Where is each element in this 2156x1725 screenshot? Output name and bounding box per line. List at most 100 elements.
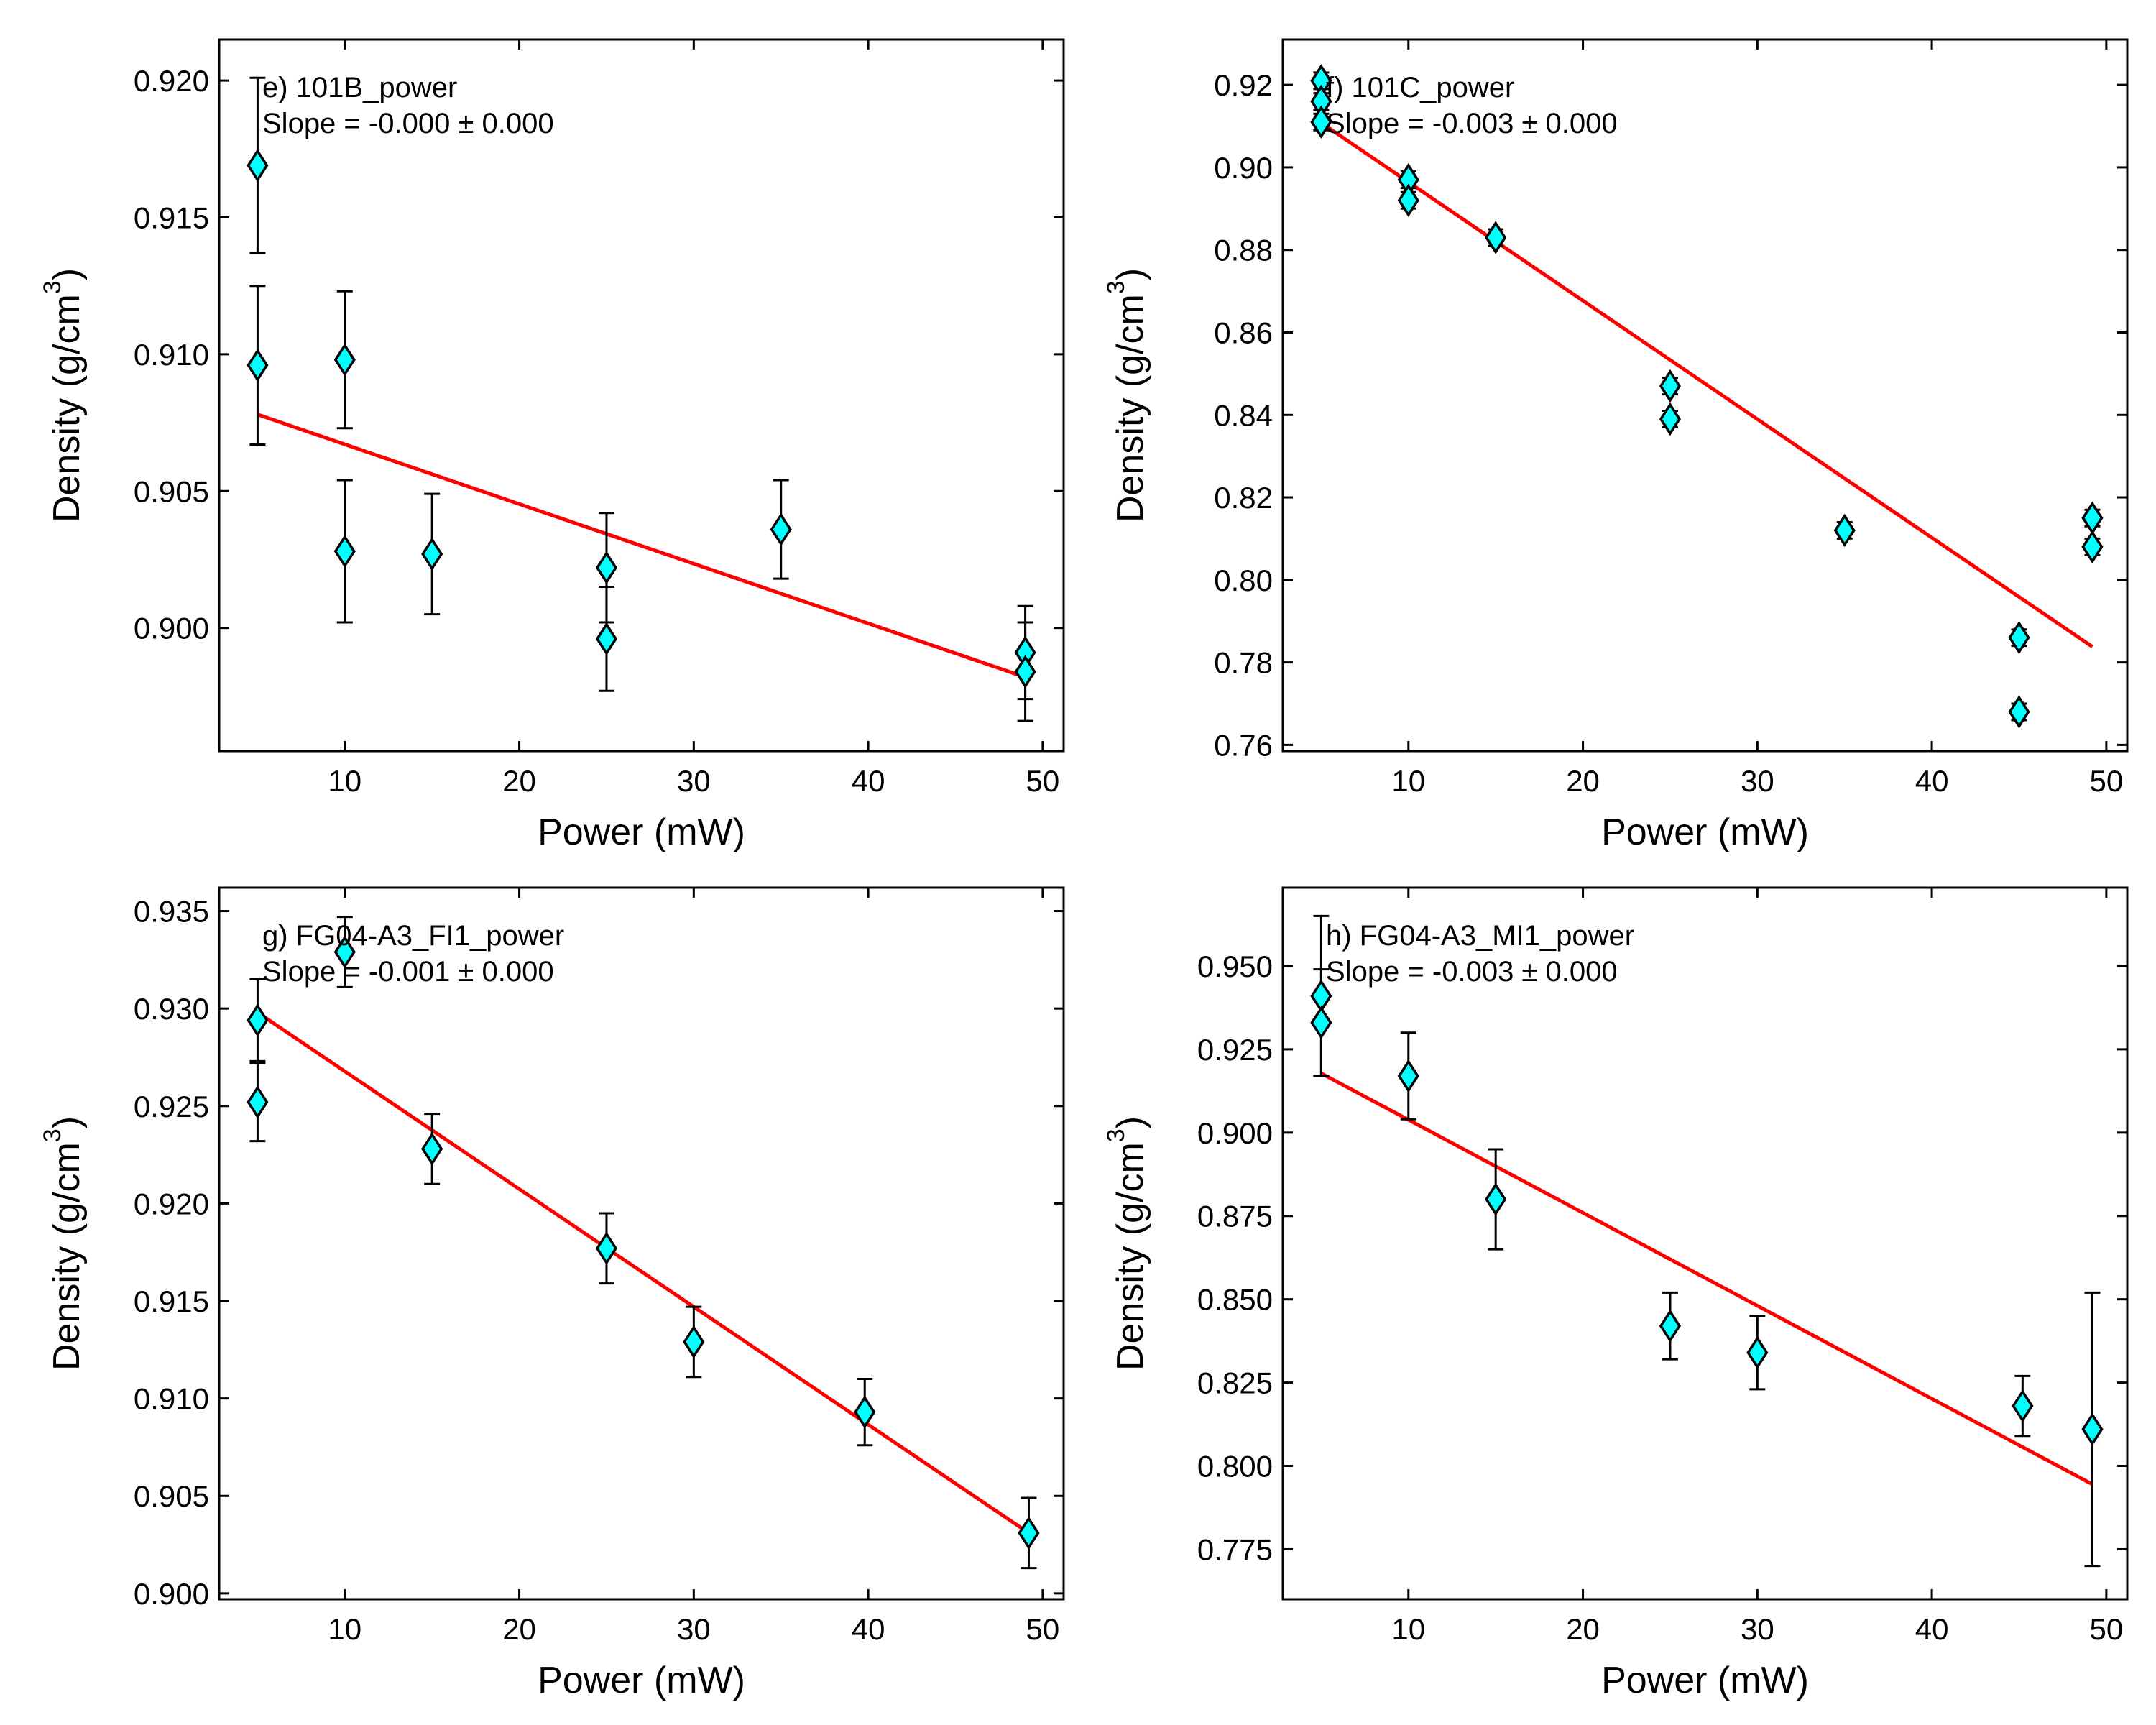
data-point-marker	[683, 1325, 705, 1359]
data-point-marker	[1485, 1182, 1507, 1216]
x-axis-label: Power (mW)	[538, 1660, 745, 1701]
data-point-marker	[1659, 369, 1682, 403]
y-tick-label: 0.915	[134, 1284, 209, 1318]
y-tick-label: 0.925	[134, 1090, 209, 1123]
data-point-marker	[247, 148, 269, 183]
y-axis-label-close: )	[1110, 268, 1151, 280]
y-tick-label: 0.86	[1214, 316, 1273, 349]
data-point-marker	[247, 1003, 269, 1037]
y-tick-label: 0.905	[134, 474, 209, 508]
y-axis-label-superscript: 3	[1102, 280, 1130, 294]
slope-annotation: Slope = -0.003 ± 0.000	[1326, 108, 1618, 139]
plot-frame	[218, 38, 1065, 753]
y-tick-label: 0.905	[134, 1479, 209, 1513]
y-tick-label: 0.900	[134, 612, 209, 645]
data-point-marker	[1659, 1309, 1682, 1343]
data-point-marker	[595, 551, 618, 585]
x-tick-label: 50	[2090, 764, 2124, 798]
y-tick-label: 0.76	[1214, 728, 1273, 762]
panel-annotation: e) 101B_power	[262, 72, 457, 104]
panel-annotation: f) 101C_power	[1326, 72, 1514, 104]
y-tick-label: 0.88	[1214, 234, 1273, 267]
y-axis-label-main: Density (g/cm	[1110, 294, 1151, 523]
panel-g-fg04-a3-fi1-power: 10 20 30 40 50 0.900 0.905 0.910 0.915 0.920 0.925…	[39, 886, 1065, 1701]
x-tick-label: 50	[1026, 1612, 1060, 1646]
x-tick-label: 20	[502, 1612, 536, 1646]
y-tick-label: 0.775	[1197, 1532, 1273, 1566]
y-axis-label-main: Density (g/cm	[46, 294, 88, 523]
x-tick-label: 10	[328, 764, 361, 798]
data-point-marker	[333, 343, 356, 377]
plot-frame	[1281, 38, 2129, 753]
y-tick-label: 0.84	[1214, 398, 1273, 432]
y-tick-label: 0.80	[1214, 564, 1273, 597]
x-tick-label: 30	[1741, 1612, 1774, 1646]
data-point-marker	[2008, 695, 2030, 729]
x-tick-label: 50	[2090, 1612, 2124, 1646]
x-tick-label: 40	[852, 764, 885, 798]
y-tick-label: 0.915	[134, 201, 209, 235]
y-tick-label: 0.920	[134, 1187, 209, 1220]
data-point-marker	[2008, 620, 2030, 655]
y-tick-label: 0.92	[1214, 68, 1273, 102]
data-point-marker	[595, 622, 618, 656]
y-axis-label-superscript: 3	[39, 280, 66, 294]
x-tick-label: 10	[328, 1612, 361, 1646]
data-point-marker	[2081, 530, 2104, 564]
data-point-marker	[247, 348, 269, 382]
y-axis-label: Density (g/cm3)	[39, 1116, 88, 1371]
y-axis-label: Density (g/cm3)	[39, 268, 88, 523]
fit-line	[257, 413, 1026, 679]
fit-line	[1320, 1072, 2093, 1486]
y-tick-label: 0.900	[1197, 1116, 1273, 1150]
y-tick-label: 0.875	[1197, 1200, 1273, 1233]
y-tick-label: 0.90	[1214, 151, 1273, 185]
panel-annotation: h) FG04-A3_MI1_power	[1326, 920, 1634, 952]
y-tick-label: 0.930	[134, 992, 209, 1026]
panel-annotation: g) FG04-A3_FI1_power	[262, 920, 564, 952]
y-axis-label-main: Density (g/cm	[46, 1142, 88, 1371]
x-tick-label: 40	[1915, 1612, 1949, 1646]
x-tick-label: 10	[1391, 1612, 1425, 1646]
data-point-marker	[2012, 1389, 2034, 1423]
data-point-marker	[333, 534, 356, 569]
plot-frame	[1281, 886, 2129, 1601]
data-point-marker	[1659, 402, 1682, 436]
panel-h-fg04-a3-mi1-power: 10 20 30 40 50 0.775 0.800 0.825 0.850 0.875 0.900…	[1102, 886, 2129, 1701]
panel-f-101c-power: 10 20 30 40 50 0.76 0.78 0.80 0.82 0.84 0.86 0.88 0.…	[1102, 38, 2129, 853]
y-axis-label-close: )	[1110, 1116, 1151, 1128]
data-point-marker	[247, 1085, 269, 1119]
data-point-marker	[1397, 1059, 1419, 1093]
y-axis-label-close: )	[46, 268, 88, 280]
panel-e-101b-power: 10 20 30 40 50 0.900 0.905 0.910 0.915 0.920 Power…	[39, 38, 1065, 853]
y-tick-label: 0.82	[1214, 481, 1273, 515]
y-axis-label-main: Density (g/cm	[1110, 1142, 1151, 1371]
data-point-marker	[1018, 1516, 1040, 1550]
data-point-marker	[2081, 1412, 2104, 1446]
data-point-marker	[2081, 501, 2104, 535]
x-tick-label: 30	[1741, 764, 1774, 798]
plot-frame	[218, 886, 1065, 1601]
data-point-marker	[1014, 655, 1036, 689]
y-tick-label: 0.900	[134, 1577, 209, 1611]
slope-annotation: Slope = -0.001 ± 0.000	[262, 956, 554, 988]
y-tick-label: 0.850	[1197, 1283, 1273, 1317]
fit-line	[1320, 121, 2093, 648]
x-tick-label: 50	[1026, 764, 1060, 798]
x-axis-label: Power (mW)	[1601, 811, 1809, 853]
data-point-marker	[1310, 1006, 1332, 1040]
y-tick-label: 0.800	[1197, 1450, 1273, 1484]
y-tick-label: 0.825	[1197, 1366, 1273, 1400]
y-axis-label: Density (g/cm3)	[1102, 1116, 1151, 1371]
x-tick-label: 30	[677, 1612, 711, 1646]
x-tick-label: 20	[1566, 764, 1600, 798]
x-axis-label: Power (mW)	[538, 811, 745, 853]
data-point-marker	[1310, 105, 1332, 139]
x-tick-label: 20	[1566, 1612, 1600, 1646]
data-point-marker	[333, 935, 356, 969]
y-axis-label-close: )	[46, 1116, 88, 1128]
x-tick-label: 30	[677, 764, 711, 798]
y-axis-label-superscript: 3	[1102, 1128, 1130, 1142]
y-tick-label: 0.78	[1214, 646, 1273, 680]
